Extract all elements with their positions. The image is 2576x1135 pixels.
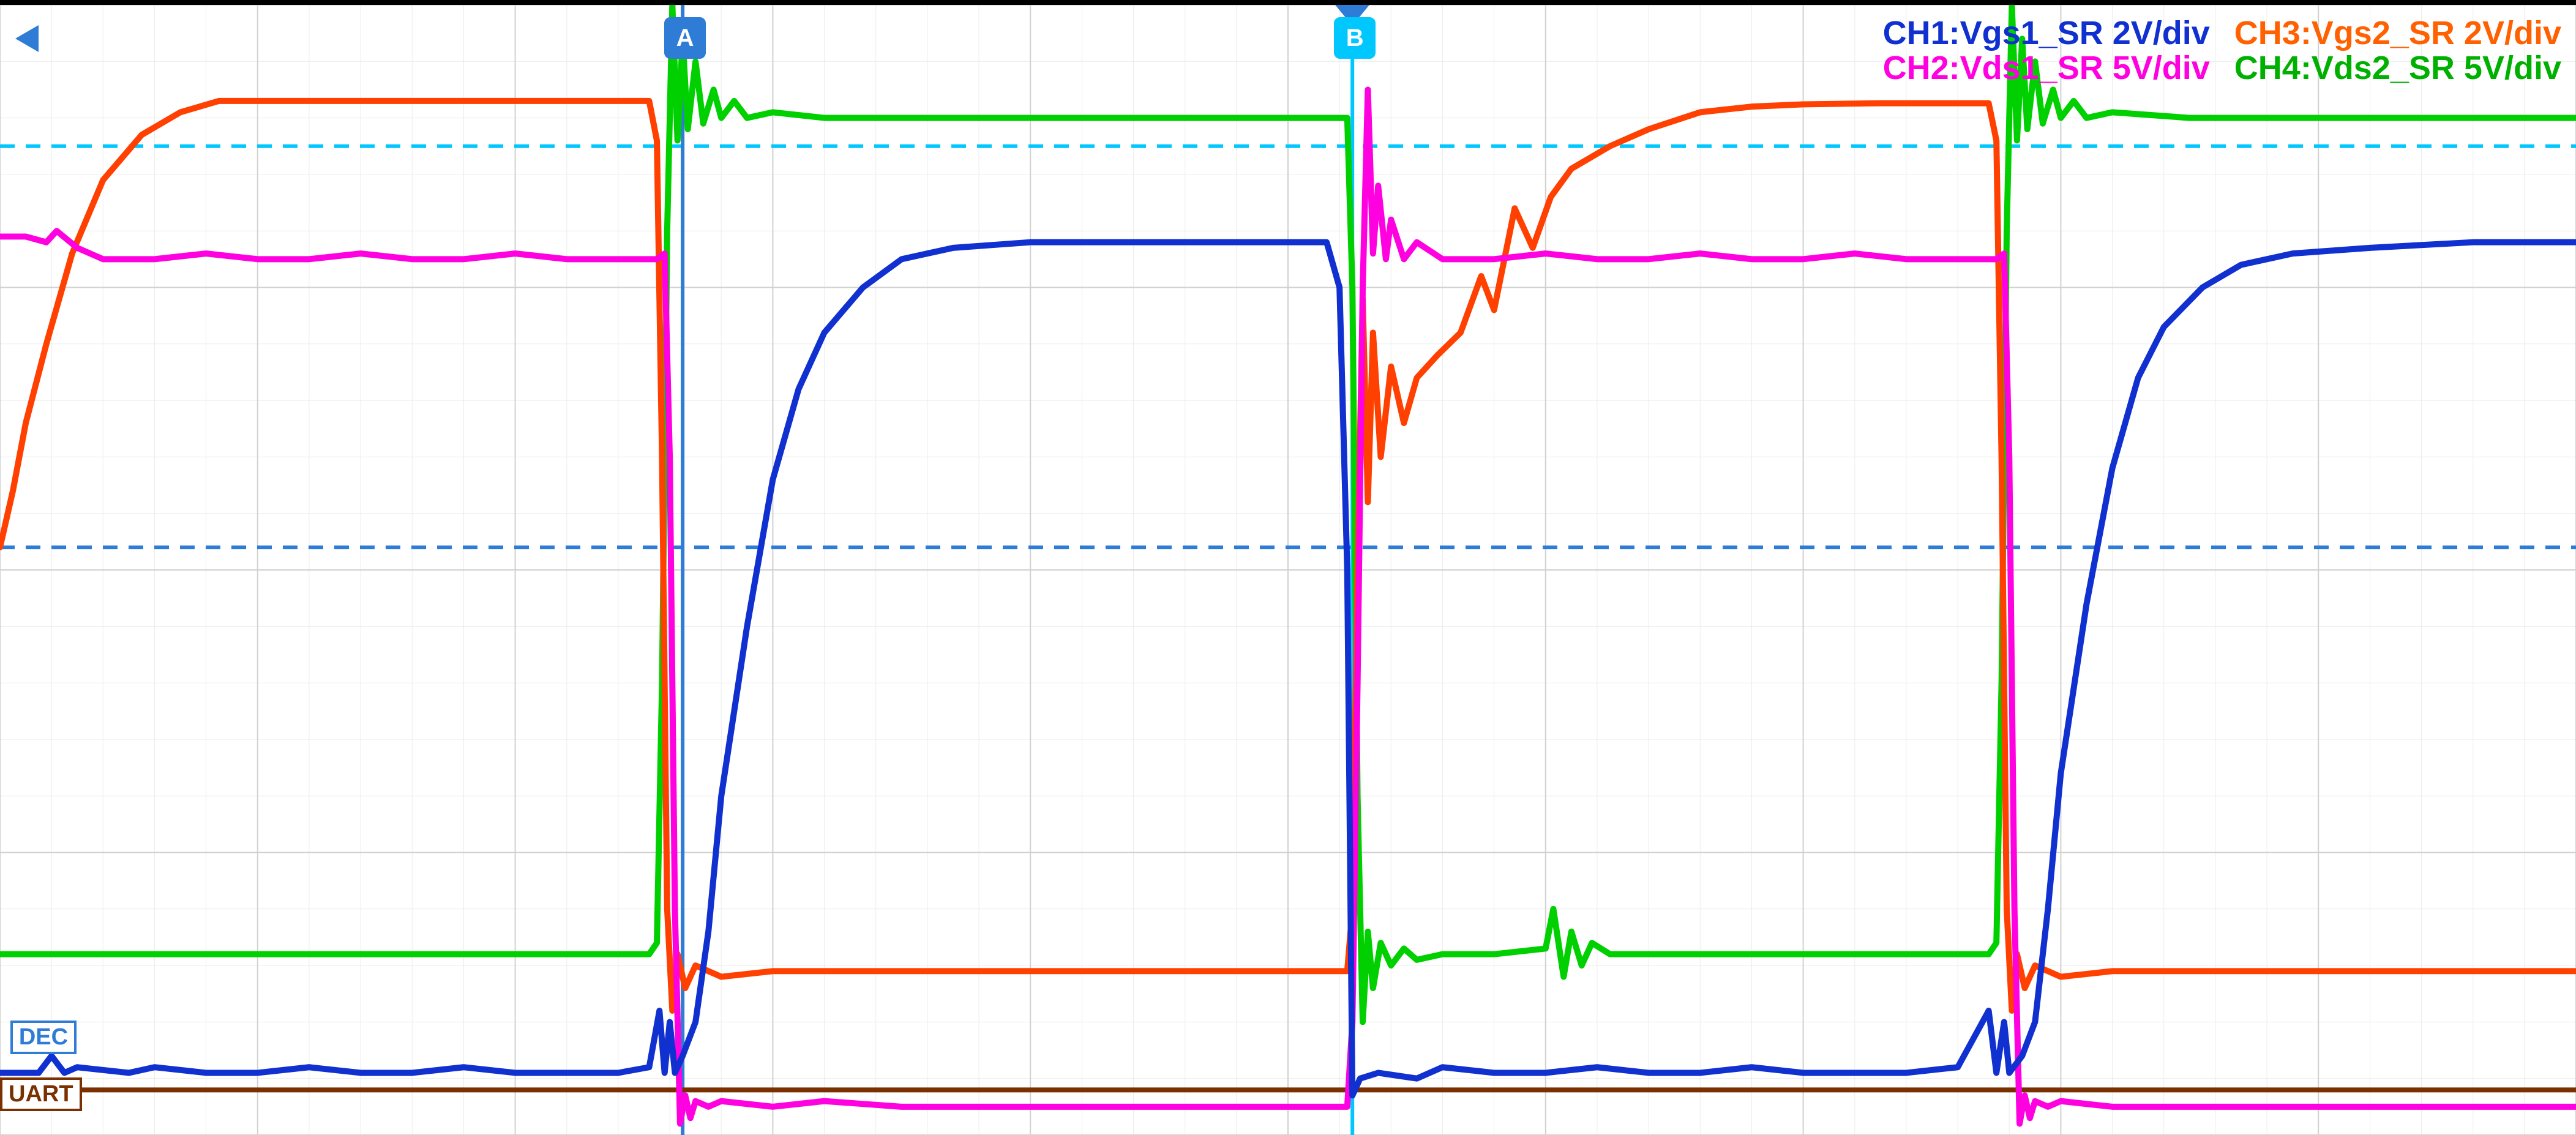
dec-badge-text: DEC	[19, 1024, 68, 1050]
cursor-a-text: A	[676, 24, 694, 52]
oscilloscope-display: A B CH1:Vgs1_SR 2V/div CH3:Vgs2_SR 2V/div…	[0, 0, 2576, 1135]
legend-item: CH1:Vgs1_SR 2V/div	[1883, 16, 2210, 51]
cursor-b-label[interactable]: B	[1334, 17, 1376, 59]
legend-item: CH3:Vgs2_SR 2V/div	[2234, 16, 2561, 51]
waveform-plot	[0, 5, 2576, 1135]
trigger-left-arrow	[15, 25, 39, 52]
uart-badge: UART	[0, 1077, 82, 1111]
uart-badge-text: UART	[9, 1081, 73, 1107]
legend-item: CH2:Vds1_SR 5V/div	[1883, 51, 2210, 86]
cursor-a-label[interactable]: A	[664, 17, 706, 59]
legend-item: CH4:Vds2_SR 5V/div	[2234, 51, 2561, 86]
channel-legend: CH1:Vgs1_SR 2V/div CH3:Vgs2_SR 2V/div CH2:…	[1883, 16, 2561, 85]
cursor-b-text: B	[1346, 24, 1364, 52]
dec-badge: DEC	[10, 1021, 77, 1054]
